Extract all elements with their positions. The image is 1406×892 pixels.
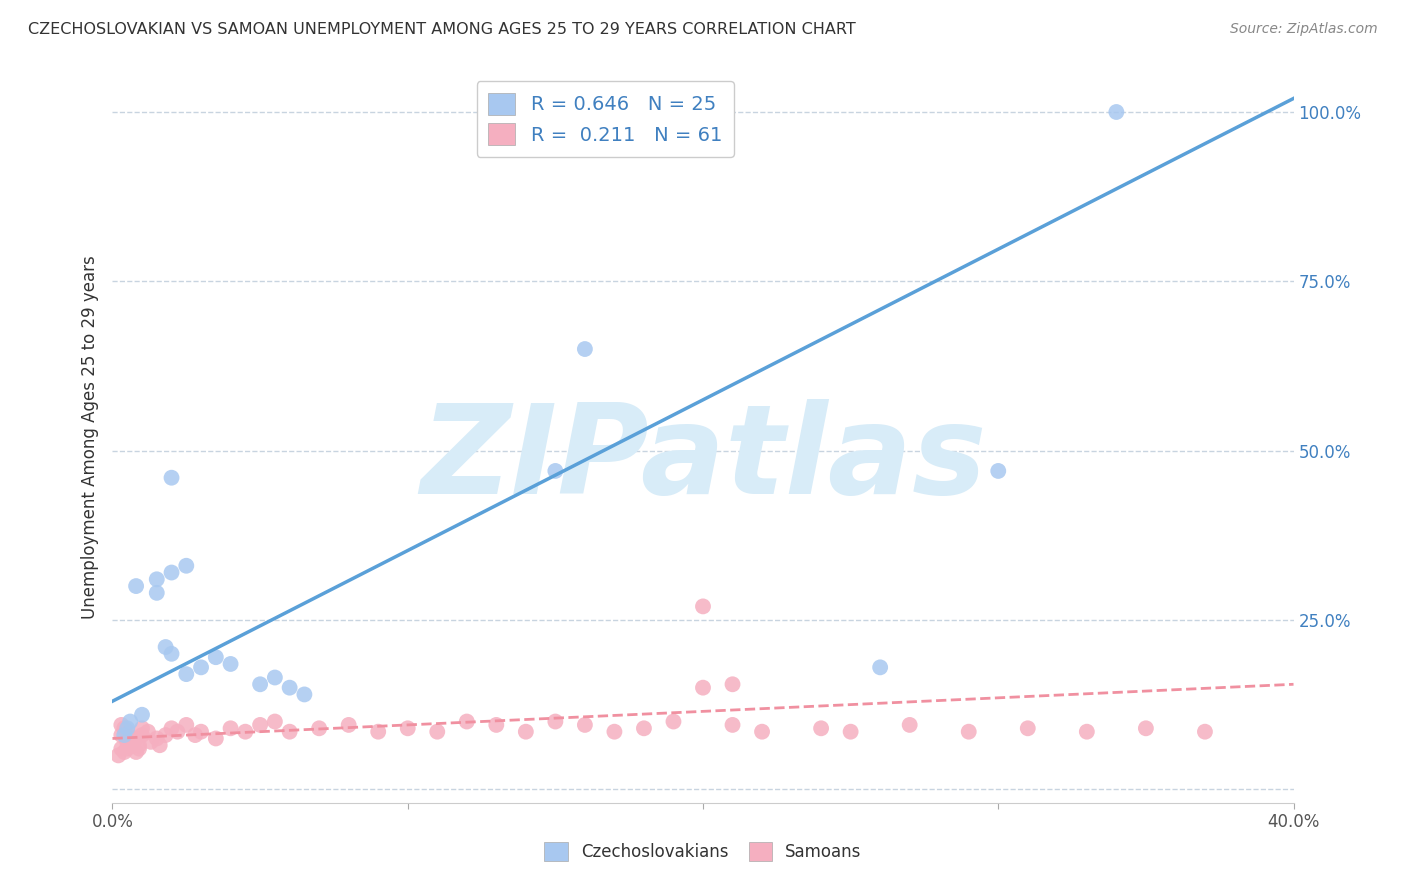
Point [721,677,744,691]
Point [544,714,567,729]
Point [136,724,159,739]
Point [337,718,360,732]
Y-axis label: Unemployment Among Ages 25 to 29 years: Unemployment Among Ages 25 to 29 years [80,255,98,619]
Point [233,724,256,739]
Point [249,718,271,732]
Point [264,714,287,729]
Point [117,724,138,739]
Point [692,599,714,614]
Point [120,735,142,749]
Point [721,718,744,732]
Point [190,724,212,739]
Point [485,718,508,732]
Point [692,681,714,695]
Point [120,714,142,729]
Point [456,714,478,729]
Point [633,721,655,735]
Point [544,464,567,478]
Legend: Czechoslovakians, Samoans: Czechoslovakians, Samoans [537,835,869,868]
Point [574,718,596,732]
Point [166,724,188,739]
Point [160,721,183,735]
Point [146,572,169,586]
Point [131,707,153,722]
Point [987,464,1010,478]
Point [128,738,150,752]
Point [219,657,242,671]
Point [155,640,177,654]
Point [122,731,145,746]
Point [125,731,148,746]
Text: Source: ZipAtlas.com: Source: ZipAtlas.com [1230,22,1378,37]
Point [117,735,138,749]
Point [122,738,145,752]
Point [149,738,172,752]
Point [174,558,197,573]
Point [155,728,177,742]
Point [869,660,891,674]
Point [112,728,135,742]
Point [160,647,183,661]
Point [190,660,212,674]
Point [131,721,153,735]
Text: CZECHOSLOVAKIAN VS SAMOAN UNEMPLOYMENT AMONG AGES 25 TO 29 YEARS CORRELATION CHA: CZECHOSLOVAKIAN VS SAMOAN UNEMPLOYMENT A… [28,22,856,37]
Point [426,724,449,739]
Point [146,586,169,600]
Point [112,745,135,759]
Point [117,721,138,735]
Point [751,724,773,739]
Point [662,714,685,729]
Point [292,688,315,702]
Point [174,718,197,732]
Point [160,471,183,485]
Point [107,748,129,763]
Point [139,735,162,749]
Point [1076,724,1098,739]
Point [117,741,138,756]
Point [1194,724,1216,739]
Point [112,721,135,735]
Point [898,718,921,732]
Point [128,741,150,756]
Point [278,724,301,739]
Point [249,677,271,691]
Point [574,342,596,356]
Point [839,724,862,739]
Point [367,724,389,739]
Point [957,724,980,739]
Point [160,566,183,580]
Point [131,728,153,742]
Point [110,741,132,756]
Point [1105,105,1128,120]
Point [120,738,142,752]
Point [278,681,301,695]
Point [184,728,207,742]
Point [1017,721,1039,735]
Point [219,721,242,735]
Point [1135,721,1157,735]
Point [264,671,287,685]
Point [125,579,148,593]
Point [205,650,228,665]
Point [146,731,169,746]
Point [396,721,419,735]
Point [174,667,197,681]
Point [110,718,132,732]
Point [125,745,148,759]
Point [205,731,228,746]
Point [515,724,537,739]
Point [110,728,132,742]
Point [308,721,330,735]
Point [603,724,626,739]
Text: ZIPatlas: ZIPatlas [420,399,986,519]
Point [810,721,832,735]
